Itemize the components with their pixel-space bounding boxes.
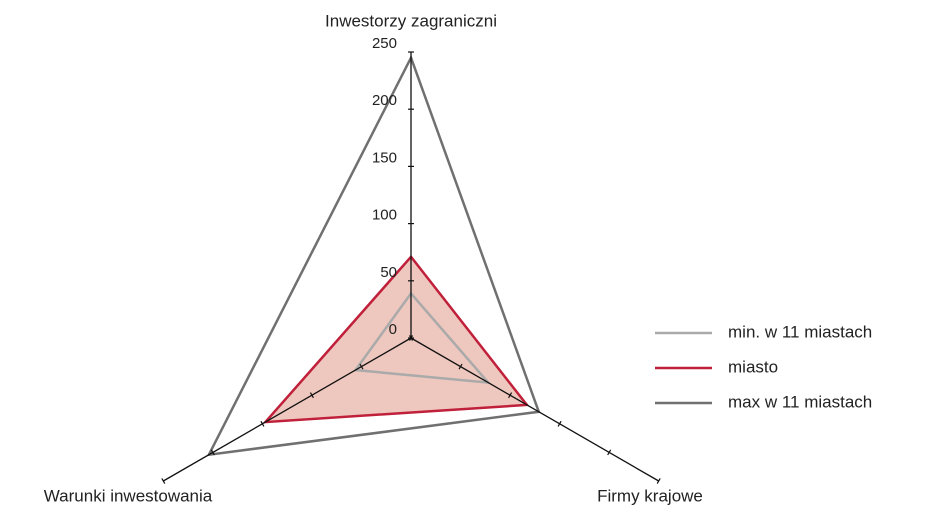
tick-mark <box>656 478 661 484</box>
tick-mark <box>557 420 562 427</box>
axis-line <box>410 337 660 482</box>
tick-label: 250 <box>372 35 397 52</box>
tick-mark <box>408 335 414 341</box>
legend-label: miasto <box>728 357 778 376</box>
series-area <box>206 54 541 457</box>
series-area <box>353 291 492 385</box>
tick-label: 0 <box>389 321 397 338</box>
axis-line <box>162 337 412 482</box>
tick-mark <box>607 449 612 456</box>
axis-label: Inwestorzy zagraniczni <box>325 11 497 30</box>
tick-mark <box>260 420 265 427</box>
axis-label: Warunki inwestowania <box>44 486 213 505</box>
legend-label: min. w 11 miastach <box>728 322 872 341</box>
tick-mark <box>359 363 364 370</box>
tick-mark <box>210 449 215 456</box>
tick-mark <box>458 363 463 370</box>
tick-label: 100 <box>372 207 397 224</box>
tick-mark <box>508 392 513 399</box>
axis-label: Firmy krajowe <box>597 486 703 505</box>
series-area <box>262 254 530 424</box>
tick-label: 50 <box>380 264 397 281</box>
legend-label: max w 11 miastach <box>728 392 872 411</box>
tick-label: 200 <box>372 92 397 109</box>
tick-label: 150 <box>372 149 397 166</box>
tick-mark <box>161 478 166 484</box>
tick-mark <box>309 392 314 399</box>
